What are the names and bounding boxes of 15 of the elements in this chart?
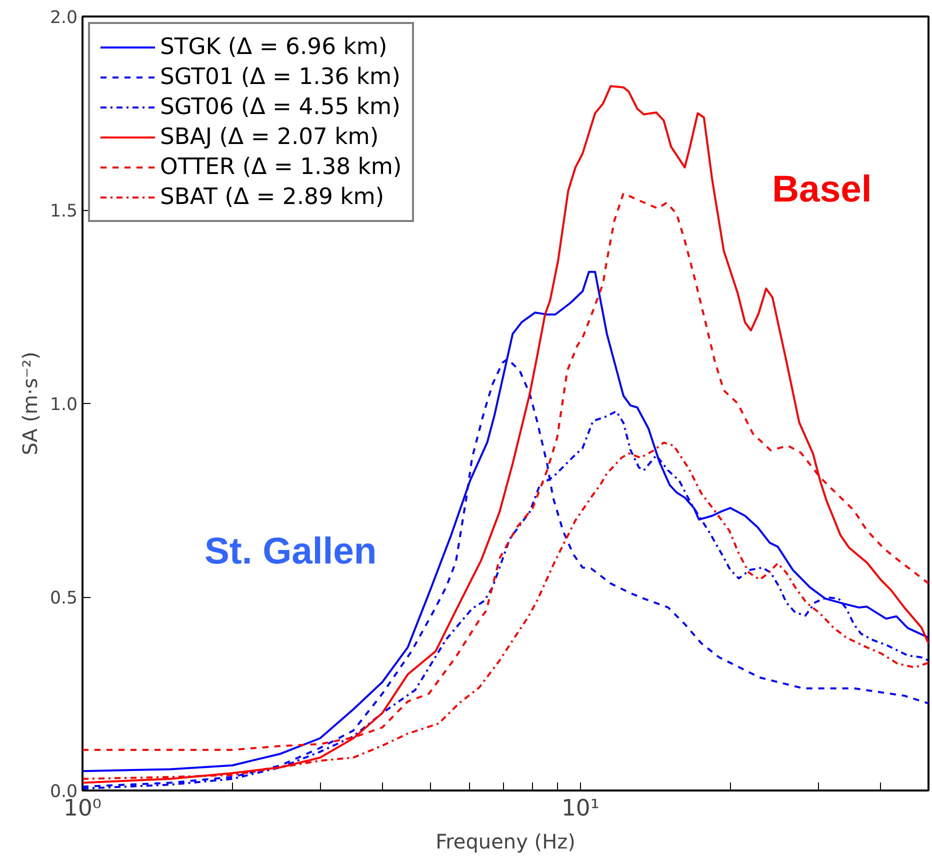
legend-label: SGT01 (Δ = 1.36 km) — [160, 64, 400, 90]
y-tick-label: 2.0 — [50, 8, 78, 28]
y-tick-label: 1.0 — [50, 395, 78, 415]
y-tick-label: 1.5 — [50, 202, 78, 222]
x-tick-label: 10¹ — [561, 796, 600, 822]
legend-label: OTTER (Δ = 1.38 km) — [160, 154, 402, 180]
legend-label: SBAT (Δ = 2.89 km) — [160, 184, 384, 210]
annotation: St. Gallen — [204, 530, 377, 572]
legend-label: STGK (Δ = 6.96 km) — [160, 34, 388, 60]
legend-label: SBAJ (Δ = 2.07 km) — [160, 124, 379, 150]
annotation: Basel — [772, 167, 872, 210]
y-axis-title: SA (m·s⁻²) — [18, 352, 42, 456]
x-axis-title: Frequeny (Hz) — [436, 830, 576, 854]
legend-label: SGT06 (Δ = 4.55 km) — [160, 94, 400, 120]
y-tick-label: 0.5 — [50, 588, 78, 608]
